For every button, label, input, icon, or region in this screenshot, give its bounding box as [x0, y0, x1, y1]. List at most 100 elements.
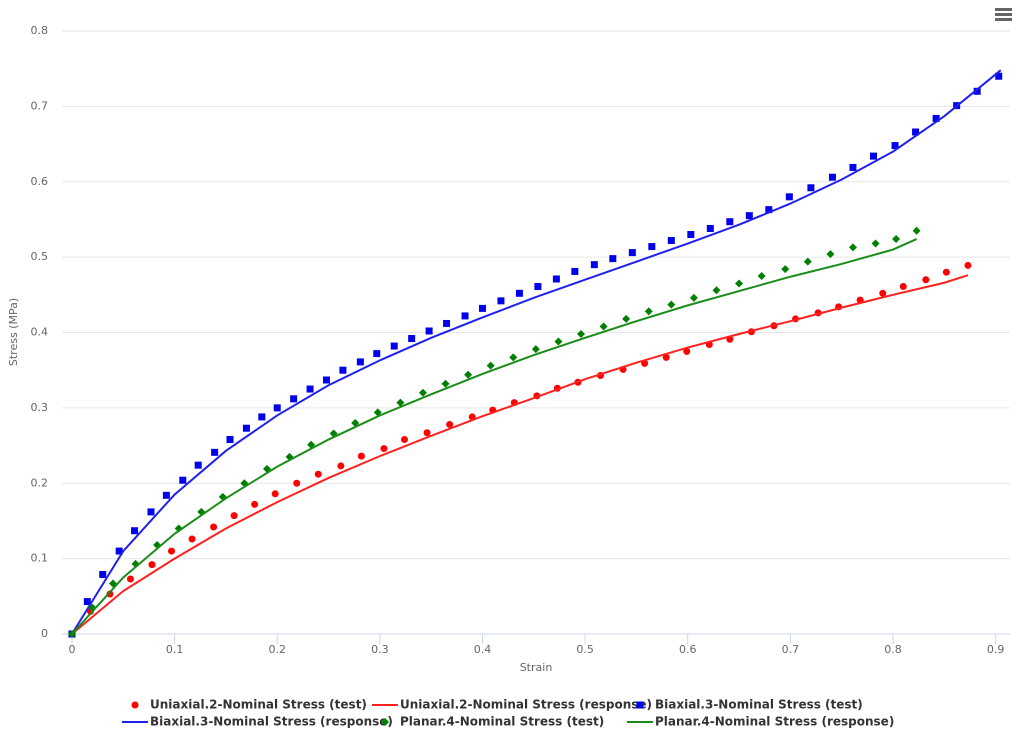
marker-circle	[188, 535, 196, 543]
marker-square	[515, 289, 523, 297]
x-tick-label: 0	[68, 643, 75, 656]
marker-diamond	[735, 279, 744, 288]
marker-diamond	[871, 239, 880, 248]
marker-square	[443, 319, 451, 327]
marker-square	[636, 701, 644, 709]
marker-square	[995, 72, 1003, 80]
legend-label: Uniaxial.2-Nominal Stress (test)	[150, 698, 367, 712]
marker-circle	[148, 561, 156, 569]
marker-circle	[230, 512, 238, 520]
marker-diamond	[441, 379, 450, 388]
marker-circle	[662, 353, 670, 361]
marker-diamond	[554, 337, 563, 346]
marker-diamond	[599, 322, 608, 331]
marker-square	[891, 142, 899, 150]
marker-square	[628, 249, 636, 257]
marker-square	[99, 570, 107, 578]
marker-circle	[964, 261, 972, 269]
marker-circle	[131, 701, 139, 709]
marker-square	[273, 404, 281, 412]
marker-square	[706, 224, 714, 232]
marker-square	[194, 461, 202, 469]
x-tick-label: 0.3	[371, 643, 389, 656]
marker-circle	[337, 462, 345, 470]
marker-square	[356, 358, 364, 366]
menu-bar[interactable]	[995, 8, 1012, 11]
marker-diamond	[826, 250, 835, 259]
marker-square	[390, 342, 398, 350]
marker-square	[258, 413, 266, 421]
marker-square	[211, 448, 219, 456]
y-tick-label: 0.2	[31, 476, 49, 489]
marker-diamond	[848, 243, 857, 252]
marker-square	[590, 261, 598, 269]
x-tick-label: 0.2	[268, 643, 286, 656]
marker-diamond	[418, 388, 427, 397]
marker-diamond	[912, 226, 921, 235]
x-tick-label: 0.5	[576, 643, 594, 656]
marker-square	[849, 163, 857, 171]
marker-square	[726, 218, 734, 226]
menu-bar[interactable]	[995, 13, 1012, 16]
marker-square	[408, 335, 416, 343]
marker-square	[306, 385, 314, 393]
y-tick-label: 0.8	[31, 24, 49, 37]
x-tick-label: 0.4	[474, 643, 492, 656]
y-tick-label: 0	[41, 627, 48, 640]
marker-square	[807, 184, 815, 192]
marker-diamond	[781, 265, 790, 274]
marker-square	[497, 297, 505, 305]
y-axis-title: Stress (MPa)	[7, 298, 20, 366]
x-tick-label: 0.6	[679, 643, 697, 656]
marker-circle	[942, 268, 950, 276]
marker-square	[667, 237, 675, 245]
marker-square	[534, 283, 542, 291]
marker-square	[912, 128, 920, 136]
marker-square	[571, 267, 579, 275]
marker-square	[687, 231, 695, 239]
marker-square	[322, 376, 330, 384]
y-tick-label: 0.5	[31, 250, 49, 263]
marker-square	[870, 152, 878, 160]
marker-circle	[879, 289, 887, 297]
marker-square	[932, 114, 940, 122]
marker-square	[828, 173, 836, 181]
marker-diamond	[381, 718, 389, 726]
marker-circle	[683, 347, 691, 355]
y-tick-label: 0.6	[31, 175, 49, 188]
marker-circle	[314, 470, 322, 478]
x-tick-label: 0.1	[166, 643, 184, 656]
response-line	[71, 238, 918, 635]
marker-circle	[357, 452, 365, 460]
marker-square	[648, 243, 656, 251]
marker-diamond	[644, 307, 653, 316]
marker-circle	[899, 283, 907, 291]
y-tick-label: 0.3	[31, 401, 49, 414]
x-axis-title: Strain	[520, 661, 553, 674]
marker-circle	[126, 575, 134, 583]
marker-diamond	[757, 271, 766, 280]
marker-square	[115, 547, 123, 555]
marker-square	[785, 193, 793, 201]
marker-circle	[446, 420, 454, 428]
menu-button[interactable]	[995, 8, 1012, 21]
legend-label: Biaxial.3-Nominal Stress (test)	[655, 698, 863, 712]
marker-square	[131, 527, 139, 535]
marker-circle	[380, 445, 388, 453]
marker-square	[478, 304, 486, 312]
response-line	[71, 69, 1002, 635]
marker-diamond	[803, 257, 812, 266]
y-tick-label: 0.4	[31, 326, 49, 339]
marker-circle	[271, 490, 279, 498]
marker-square	[745, 212, 753, 220]
marker-square	[242, 424, 250, 432]
marker-diamond	[464, 370, 473, 379]
marker-square	[83, 598, 91, 606]
menu-bar[interactable]	[995, 18, 1012, 21]
marker-circle	[400, 436, 408, 444]
marker-diamond	[622, 314, 631, 323]
legend-label: Uniaxial.2-Nominal Stress (response)	[400, 698, 652, 712]
marker-circle	[168, 547, 176, 555]
marker-square	[425, 327, 433, 335]
